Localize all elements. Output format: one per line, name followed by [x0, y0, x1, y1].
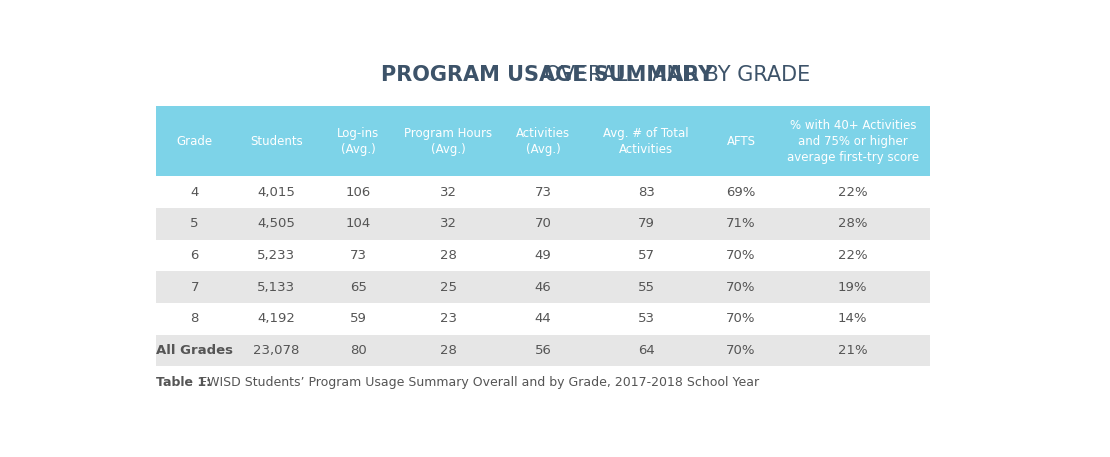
- Text: 4,505: 4,505: [258, 217, 295, 230]
- Text: Grade: Grade: [176, 134, 213, 148]
- Text: 5,233: 5,233: [258, 249, 295, 262]
- Text: 32: 32: [440, 186, 457, 199]
- Text: 73: 73: [350, 249, 366, 262]
- Text: 71%: 71%: [726, 217, 756, 230]
- Text: 106: 106: [345, 186, 371, 199]
- Text: Program Hours
(Avg.): Program Hours (Avg.): [404, 127, 493, 155]
- Text: 22%: 22%: [838, 249, 868, 262]
- Text: 23: 23: [440, 312, 457, 325]
- Text: 4: 4: [191, 186, 199, 199]
- Text: FWISD Students’ Program Usage Summary Overall and by Grade, 2017-2018 School Yea: FWISD Students’ Program Usage Summary Ov…: [196, 376, 759, 389]
- Text: All Grades: All Grades: [157, 344, 233, 357]
- FancyBboxPatch shape: [155, 303, 930, 335]
- FancyBboxPatch shape: [155, 271, 930, 303]
- Text: 55: 55: [638, 281, 655, 293]
- Text: 79: 79: [638, 217, 655, 230]
- Text: 46: 46: [535, 281, 552, 293]
- Text: OVERALL  AND BY GRADE: OVERALL AND BY GRADE: [538, 65, 810, 85]
- Text: 70%: 70%: [726, 312, 756, 325]
- Text: 5,133: 5,133: [258, 281, 295, 293]
- Text: 57: 57: [638, 249, 655, 262]
- FancyBboxPatch shape: [155, 208, 930, 239]
- Text: Activities
(Avg.): Activities (Avg.): [516, 127, 571, 155]
- Text: 104: 104: [345, 217, 371, 230]
- Text: 80: 80: [350, 344, 366, 357]
- Text: 14%: 14%: [838, 312, 868, 325]
- Text: 32: 32: [440, 217, 457, 230]
- Text: 70%: 70%: [726, 344, 756, 357]
- Text: 21%: 21%: [838, 344, 868, 357]
- Text: Log-ins
(Avg.): Log-ins (Avg.): [337, 127, 380, 155]
- Text: 56: 56: [535, 344, 552, 357]
- Text: 70: 70: [535, 217, 552, 230]
- FancyBboxPatch shape: [155, 335, 930, 366]
- Text: Table 1:: Table 1:: [155, 376, 211, 389]
- Text: 6: 6: [191, 249, 199, 262]
- Text: 49: 49: [535, 249, 552, 262]
- Text: 23,078: 23,078: [253, 344, 300, 357]
- Text: 69%: 69%: [726, 186, 756, 199]
- FancyBboxPatch shape: [155, 239, 930, 271]
- Text: 4,192: 4,192: [258, 312, 295, 325]
- Text: 8: 8: [191, 312, 199, 325]
- Text: Students: Students: [250, 134, 303, 148]
- Text: 28%: 28%: [838, 217, 868, 230]
- Text: 83: 83: [638, 186, 655, 199]
- Text: PROGRAM USAGE SUMMARY: PROGRAM USAGE SUMMARY: [382, 65, 714, 85]
- Text: 28: 28: [440, 344, 457, 357]
- Text: 59: 59: [350, 312, 366, 325]
- Text: 70%: 70%: [726, 249, 756, 262]
- Text: 25: 25: [440, 281, 457, 293]
- Text: 22%: 22%: [838, 186, 868, 199]
- Text: 53: 53: [638, 312, 655, 325]
- Text: 5: 5: [191, 217, 199, 230]
- Text: 4,015: 4,015: [258, 186, 295, 199]
- Text: 65: 65: [350, 281, 366, 293]
- Text: 19%: 19%: [838, 281, 868, 293]
- Text: 7: 7: [191, 281, 199, 293]
- FancyBboxPatch shape: [155, 106, 930, 176]
- Text: % with 40+ Activities
and 75% or higher
average first-try score: % with 40+ Activities and 75% or higher …: [787, 118, 919, 164]
- Text: AFTS: AFTS: [726, 134, 756, 148]
- Text: 44: 44: [535, 312, 552, 325]
- Text: 64: 64: [638, 344, 655, 357]
- Text: 70%: 70%: [726, 281, 756, 293]
- Text: Avg. # of Total
Activities: Avg. # of Total Activities: [604, 127, 689, 155]
- FancyBboxPatch shape: [155, 176, 930, 208]
- Text: 28: 28: [440, 249, 457, 262]
- Text: 73: 73: [535, 186, 552, 199]
